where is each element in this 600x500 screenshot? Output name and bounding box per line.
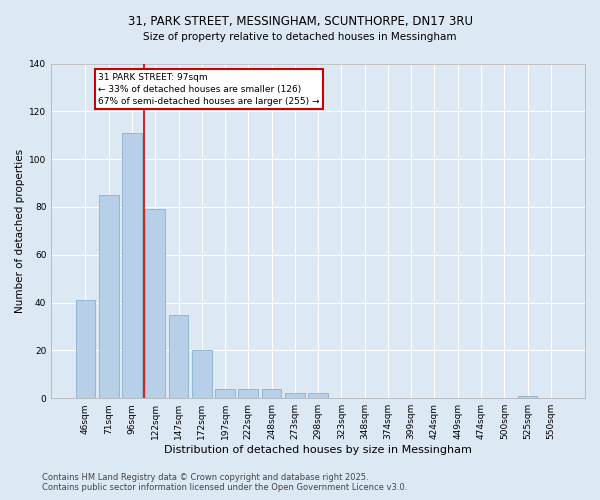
Bar bbox=[99, 195, 119, 398]
Bar bbox=[238, 388, 258, 398]
X-axis label: Distribution of detached houses by size in Messingham: Distribution of detached houses by size … bbox=[164, 445, 472, 455]
Text: 31 PARK STREET: 97sqm
← 33% of detached houses are smaller (126)
67% of semi-det: 31 PARK STREET: 97sqm ← 33% of detached … bbox=[98, 73, 320, 106]
Text: Contains HM Land Registry data © Crown copyright and database right 2025.
Contai: Contains HM Land Registry data © Crown c… bbox=[42, 473, 407, 492]
Bar bbox=[169, 314, 188, 398]
Y-axis label: Number of detached properties: Number of detached properties bbox=[15, 149, 25, 313]
Bar bbox=[262, 388, 281, 398]
Bar bbox=[145, 210, 165, 398]
Bar bbox=[192, 350, 212, 398]
Text: Size of property relative to detached houses in Messingham: Size of property relative to detached ho… bbox=[143, 32, 457, 42]
Bar bbox=[285, 394, 305, 398]
Bar bbox=[518, 396, 538, 398]
Bar bbox=[308, 394, 328, 398]
Bar bbox=[122, 133, 142, 398]
Text: 31, PARK STREET, MESSINGHAM, SCUNTHORPE, DN17 3RU: 31, PARK STREET, MESSINGHAM, SCUNTHORPE,… bbox=[128, 15, 473, 28]
Bar bbox=[76, 300, 95, 398]
Bar bbox=[215, 388, 235, 398]
